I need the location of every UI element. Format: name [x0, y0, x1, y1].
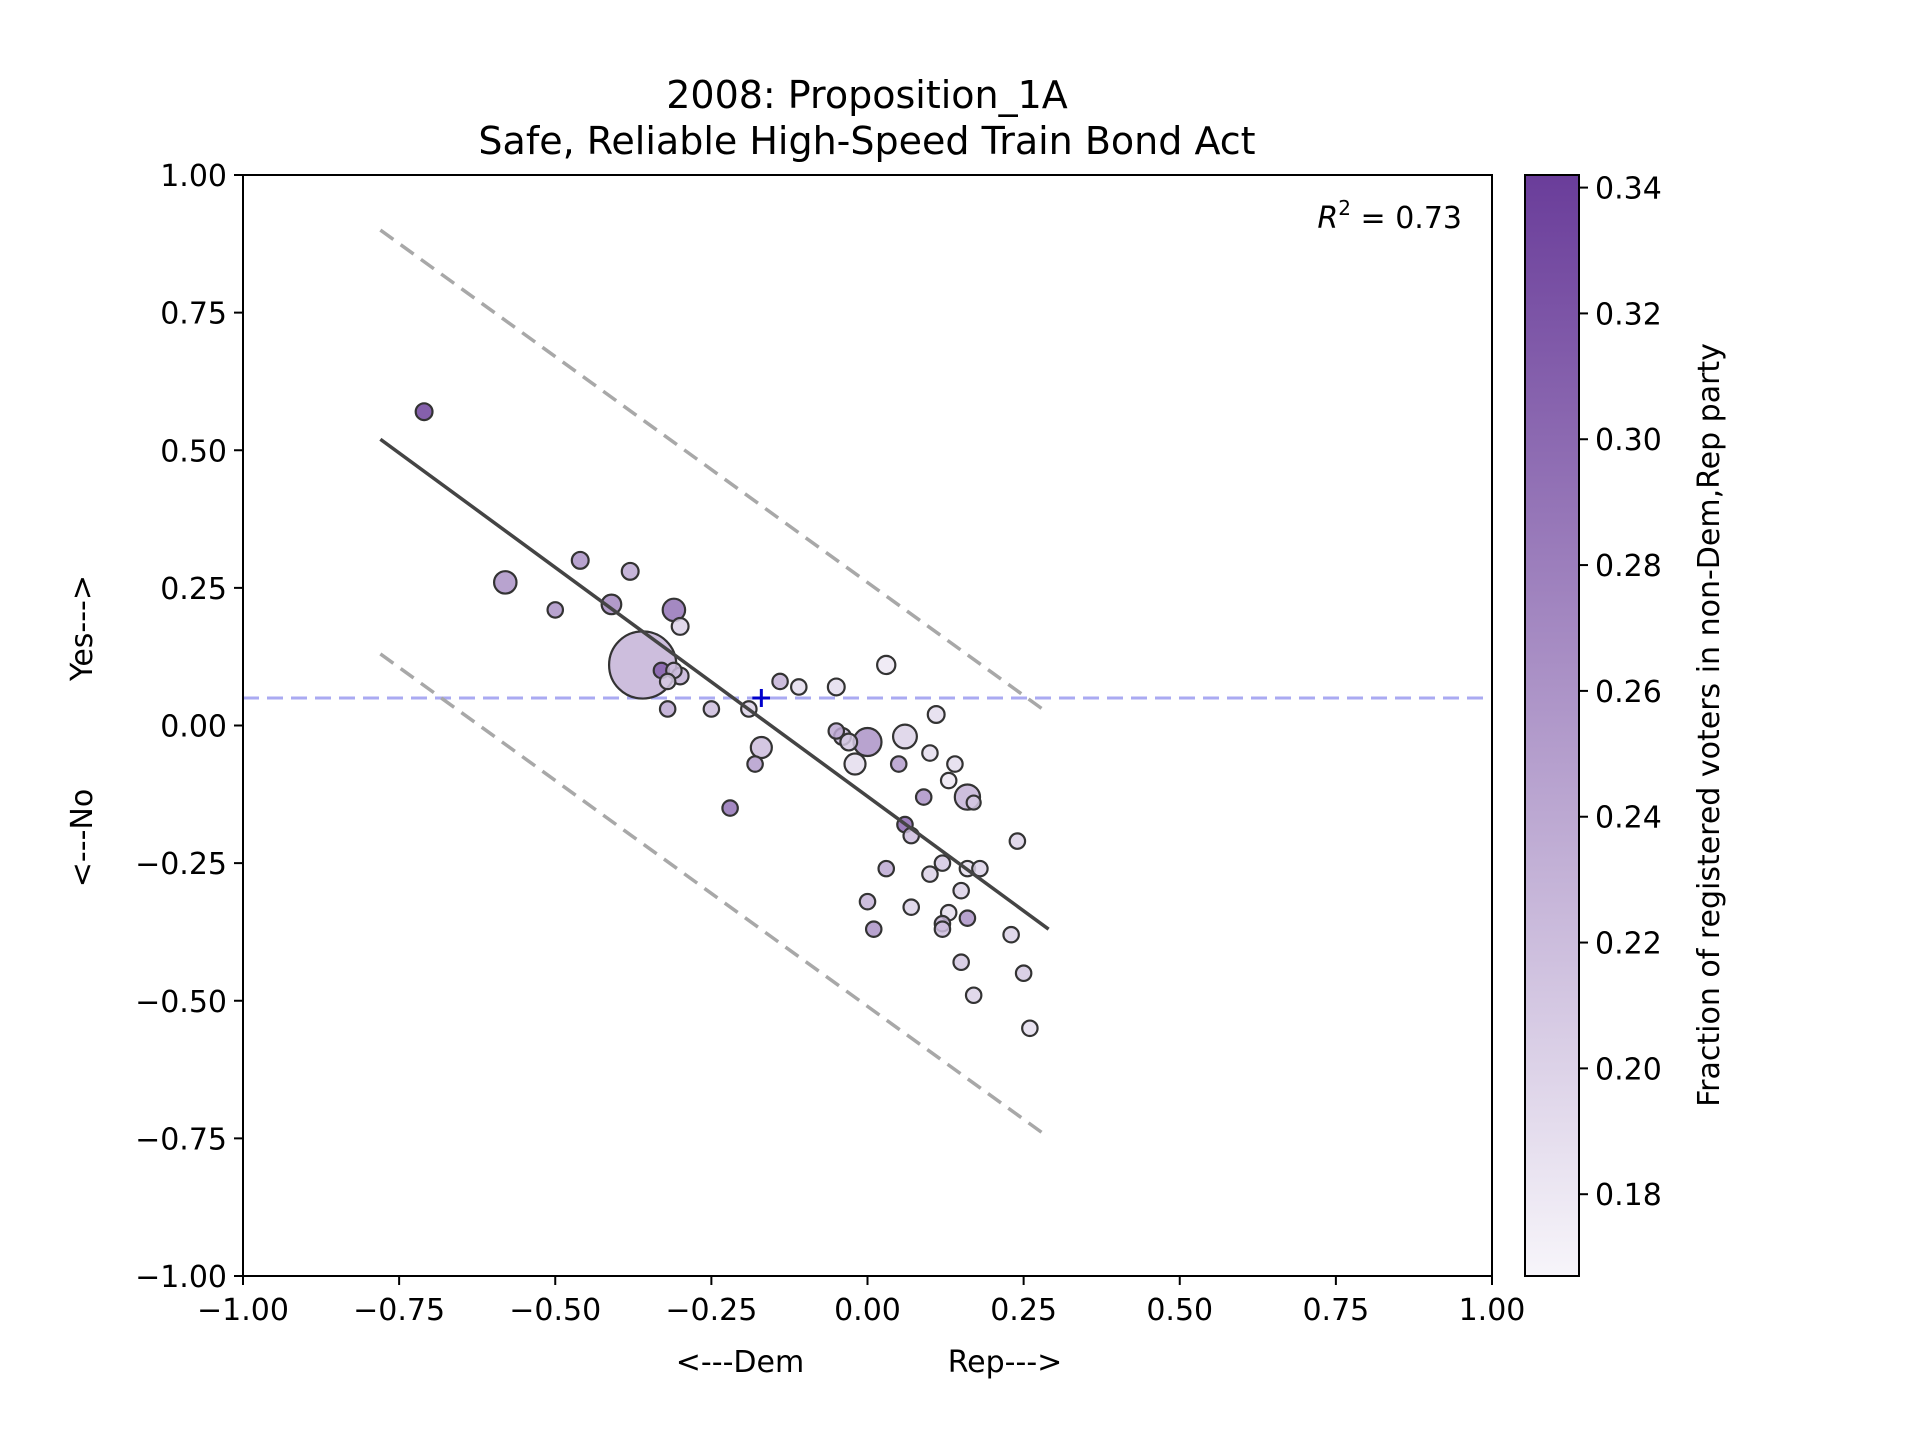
data-point: [839, 732, 859, 752]
data-point: [414, 402, 434, 422]
data-point: [492, 570, 518, 595]
data-point: [926, 704, 946, 724]
data-point: [933, 920, 952, 938]
x-tick-label: −0.25: [665, 1293, 757, 1328]
x-tick-label: 0.25: [990, 1293, 1057, 1328]
data-point: [1021, 1019, 1039, 1038]
data-point: [790, 678, 808, 696]
x-axis: −1.00 −0.75 −0.50 −0.25 0.00 0.25 0.50 0.75 1.00: [197, 1276, 1525, 1328]
colorbar-tick-label: 0.24: [1595, 801, 1662, 836]
y-tick-label: 0.00: [160, 710, 227, 745]
data-point: [952, 881, 970, 900]
y-tick-label: 0.25: [160, 572, 227, 607]
y-axis-label-yes: Yes--->: [65, 575, 100, 682]
data-point: [965, 794, 982, 811]
data-point: [1008, 832, 1027, 850]
data-point: [864, 920, 883, 938]
data-point: [546, 601, 565, 619]
colorbar-tick-label: 0.26: [1595, 675, 1662, 710]
upper-band-line: [379, 228, 1044, 711]
lower-band-line: [379, 652, 1044, 1135]
chart-title-line1: 2008: Proposition_1A: [666, 73, 1068, 117]
colorbar-label: Fraction of registered voters in non-Dem…: [1692, 343, 1727, 1107]
data-point: [1002, 925, 1020, 944]
x-tick-label: 0.75: [1302, 1293, 1369, 1328]
data-point: [570, 550, 590, 570]
data-point: [933, 854, 952, 872]
colorbar-tick-label: 0.18: [1595, 1178, 1662, 1213]
data-point: [891, 723, 918, 750]
data-point: [771, 672, 789, 691]
colorbar-ticks: 0.34 0.32 0.30 0.28 0.26 0.24 0.22 0.20 0.18: [1579, 172, 1662, 1213]
data-point: [952, 953, 970, 972]
y-axis: 1.00 0.75 0.50 0.25 0.00 −0.25 −0.50 −0.75 −1.00: [135, 159, 243, 1295]
data-point: [921, 865, 939, 883]
data-point: [721, 799, 739, 817]
y-tick-label: −0.25: [135, 847, 227, 882]
data-point: [914, 788, 933, 806]
plot-frame: [242, 174, 1493, 1277]
data-point: [658, 700, 677, 718]
data-point: [964, 986, 983, 1005]
colorbar: [1524, 174, 1580, 1277]
y-tick-label: 1.00: [160, 159, 227, 194]
data-point: [876, 654, 897, 676]
data-point: [902, 898, 921, 916]
y-axis-label-no: <---No: [65, 789, 100, 887]
data-point: [939, 771, 958, 790]
data-point: [827, 722, 846, 740]
data-point: [921, 744, 939, 762]
data-point: [620, 561, 640, 581]
data-point: [858, 892, 877, 911]
data-point: [702, 700, 721, 718]
regression-line: [379, 437, 1050, 931]
colorbar-tick-label: 0.34: [1595, 172, 1662, 207]
y-tick-label: 0.50: [160, 434, 227, 469]
data-point: [749, 735, 773, 760]
y-tick-label: −0.50: [135, 985, 227, 1020]
x-tick-label: 1.00: [1459, 1293, 1526, 1328]
data-point: [658, 672, 677, 691]
data-point: [877, 859, 896, 878]
r-squared-annotation: R2 = 0.73: [1317, 196, 1462, 236]
data-point: [1014, 964, 1033, 983]
data-point: [958, 909, 977, 927]
colorbar-tick-label: 0.30: [1595, 423, 1662, 458]
x-tick-label: −0.75: [353, 1293, 445, 1328]
data-point: [670, 616, 690, 636]
x-axis-label-dem: <---Dem: [676, 1345, 804, 1380]
data-point: [746, 755, 764, 773]
y-tick-label: −1.00: [135, 1260, 227, 1295]
colorbar-tick-label: 0.28: [1595, 549, 1662, 584]
y-tick-label: −0.75: [135, 1122, 227, 1157]
x-tick-label: 0.00: [834, 1293, 901, 1328]
statewide-mean-marker: [752, 688, 771, 707]
data-point: [600, 593, 623, 616]
y-tick-label: 0.75: [160, 297, 227, 332]
x-tick-label: −1.00: [197, 1293, 289, 1328]
data-point: [889, 755, 908, 773]
x-tick-label: 0.50: [1146, 1293, 1213, 1328]
data-point: [826, 677, 846, 697]
colorbar-tick-label: 0.22: [1595, 927, 1662, 962]
data-point: [971, 859, 989, 878]
plot-area: [243, 228, 1492, 1135]
colorbar-tick-label: 0.20: [1595, 1052, 1662, 1087]
data-point: [946, 755, 964, 773]
data-point: [843, 752, 867, 776]
chart-title-line2: Safe, Reliable High-Speed Train Bond Act: [478, 119, 1255, 163]
x-tick-label: −0.50: [509, 1293, 601, 1328]
x-axis-label-rep: Rep--->: [948, 1345, 1063, 1380]
colorbar-tick-label: 0.32: [1595, 297, 1662, 332]
